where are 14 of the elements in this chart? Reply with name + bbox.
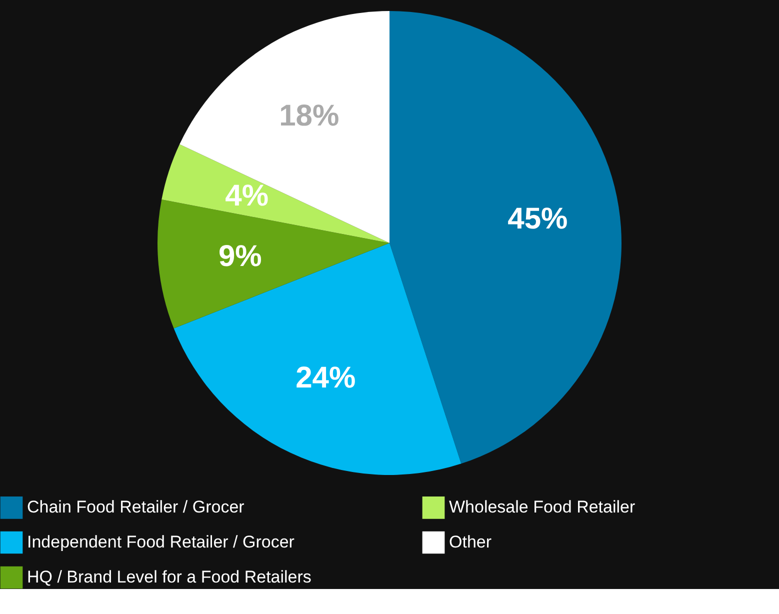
legend-label: Other xyxy=(449,532,492,552)
pie-slice xyxy=(162,144,390,243)
pie-slice xyxy=(174,243,462,475)
pie-slice xyxy=(390,11,622,464)
legend-label: Independent Food Retailer / Grocer xyxy=(27,532,295,552)
data-label: 45% xyxy=(508,202,568,236)
pie-slice xyxy=(180,11,390,243)
legend-label: HQ / Brand Level for a Food Retailers xyxy=(27,568,312,586)
data-label: 18% xyxy=(279,99,340,132)
data-label: 9% xyxy=(218,240,262,274)
legend-label: Chain Food Retailer / Grocer xyxy=(27,498,245,517)
legend-label: Wholesale Food Retailer xyxy=(449,498,636,517)
data-label: 4% xyxy=(225,180,269,213)
data-label: 24% xyxy=(296,362,356,395)
